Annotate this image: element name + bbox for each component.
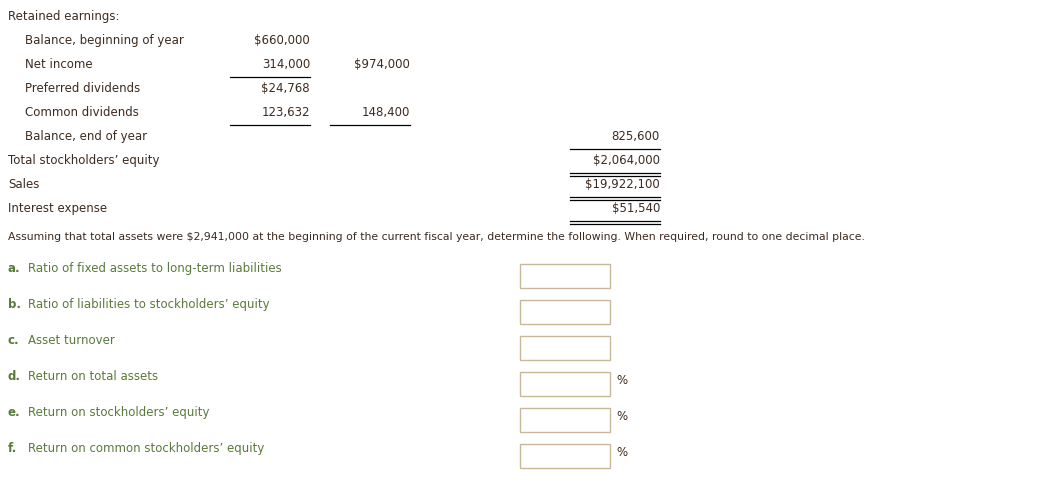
Text: e.: e. — [8, 406, 20, 419]
Text: Common dividends: Common dividends — [25, 106, 139, 119]
Text: $51,540: $51,540 — [612, 202, 660, 215]
Bar — [520, 300, 610, 324]
Text: $19,922,100: $19,922,100 — [585, 178, 660, 191]
Text: $24,768: $24,768 — [262, 82, 310, 95]
Text: Balance, end of year: Balance, end of year — [25, 130, 147, 143]
Text: Net income: Net income — [25, 58, 92, 71]
Text: Return on total assets: Return on total assets — [28, 370, 158, 383]
Text: a.: a. — [8, 262, 20, 275]
Text: c.: c. — [8, 334, 20, 347]
Text: $660,000: $660,000 — [254, 34, 310, 47]
Text: 314,000: 314,000 — [262, 58, 310, 71]
Text: %: % — [616, 374, 628, 387]
Text: $2,064,000: $2,064,000 — [593, 154, 660, 167]
Text: b.: b. — [8, 298, 21, 311]
Text: Retained earnings:: Retained earnings: — [8, 10, 120, 23]
Text: Assuming that total assets were $2,941,000 at the beginning of the current fisca: Assuming that total assets were $2,941,0… — [8, 232, 865, 242]
Bar — [520, 336, 610, 360]
Text: 148,400: 148,400 — [361, 106, 410, 119]
Text: 825,600: 825,600 — [612, 130, 660, 143]
Bar — [520, 372, 610, 396]
Text: Return on common stockholders’ equity: Return on common stockholders’ equity — [28, 442, 264, 455]
Text: %: % — [616, 446, 628, 459]
Text: $974,000: $974,000 — [354, 58, 410, 71]
Text: f.: f. — [8, 442, 17, 455]
Bar — [520, 444, 610, 468]
Text: d.: d. — [8, 370, 21, 383]
Text: Preferred dividends: Preferred dividends — [25, 82, 140, 95]
Text: Return on stockholders’ equity: Return on stockholders’ equity — [28, 406, 210, 419]
Text: 123,632: 123,632 — [262, 106, 310, 119]
Text: Interest expense: Interest expense — [8, 202, 107, 215]
Text: Balance, beginning of year: Balance, beginning of year — [25, 34, 183, 47]
Text: Ratio of liabilities to stockholders’ equity: Ratio of liabilities to stockholders’ eq… — [28, 298, 269, 311]
Text: Asset turnover: Asset turnover — [28, 334, 114, 347]
Text: Sales: Sales — [8, 178, 39, 191]
Bar — [520, 264, 610, 288]
Text: Total stockholders’ equity: Total stockholders’ equity — [8, 154, 159, 167]
Text: Ratio of fixed assets to long-term liabilities: Ratio of fixed assets to long-term liabi… — [28, 262, 282, 275]
Bar — [520, 408, 610, 432]
Text: %: % — [616, 410, 628, 423]
